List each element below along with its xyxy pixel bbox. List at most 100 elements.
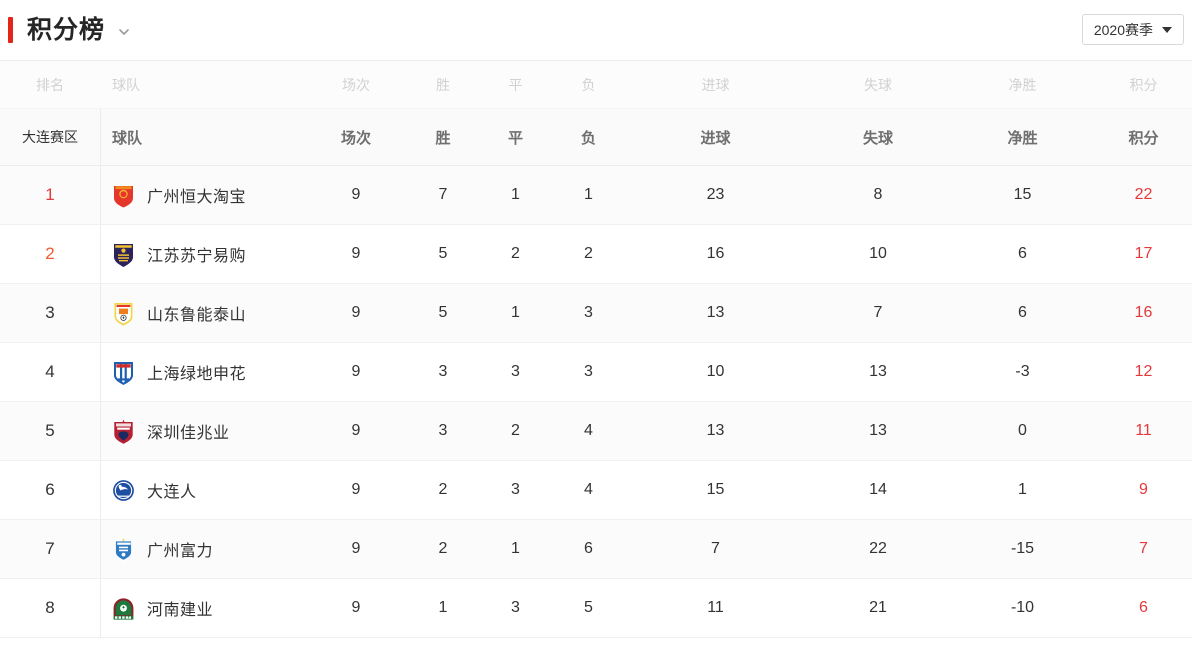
ghost-col-team: 球队 — [112, 76, 140, 93]
cell-goal-diff: 1 — [1018, 481, 1027, 498]
cell-played: 9 — [351, 245, 361, 262]
cell-team[interactable]: 上海绿地申花 — [100, 360, 305, 385]
rank-value: 7 — [45, 539, 55, 558]
col-points[interactable]: 积分 — [1128, 129, 1159, 147]
cell-goals-for: 13 — [706, 304, 725, 321]
points-value: 9 — [1139, 481, 1148, 498]
col-win[interactable]: 胜 — [435, 129, 451, 147]
title-group: 积分榜 — [0, 17, 131, 43]
ghost-col-rank: 排名 — [36, 76, 64, 93]
col-loss[interactable]: 负 — [580, 129, 596, 147]
cell-goals-for: 11 — [707, 599, 724, 616]
cell-draw: 2 — [511, 245, 520, 262]
cell-draw: 3 — [511, 363, 520, 380]
dalian-pro-crest — [112, 478, 135, 503]
ghost-col-goal-diff: 净胜 — [1008, 76, 1037, 93]
season-selector[interactable]: 2020赛季 — [1081, 14, 1184, 45]
col-division[interactable]: 大连赛区 — [22, 129, 78, 145]
col-goal-diff[interactable]: 净胜 — [1007, 129, 1038, 147]
cell-goals-against: 8 — [873, 186, 883, 203]
team-name: 深圳佳兆业 — [147, 425, 230, 442]
caret-down-icon — [1162, 26, 1172, 33]
cell-win: 5 — [438, 245, 448, 262]
cell-goals-for: 16 — [706, 245, 725, 262]
ghost-col-win: 胜 — [436, 76, 450, 93]
cell-played: 9 — [351, 481, 361, 498]
cell-win: 1 — [438, 599, 448, 616]
col-team[interactable]: 球队 — [112, 129, 143, 147]
jiangsu-suning-crest — [112, 242, 135, 267]
table-row[interactable]: 4 上海绿地申花 9 3 3 3 10 13 -3 12 — [0, 343, 1192, 402]
cell-loss: 2 — [584, 245, 593, 262]
points-value: 11 — [1135, 422, 1152, 439]
team-name: 大连人 — [147, 484, 197, 501]
cell-team[interactable]: 大连人 — [100, 478, 305, 503]
team-name: 广州恒大淘宝 — [147, 189, 247, 206]
table-row[interactable]: 8 河南建业 9 1 3 5 11 21 -10 6 — [0, 579, 1192, 638]
table-row[interactable]: 5 深圳佳兆业 9 3 2 4 13 13 0 11 — [0, 402, 1192, 461]
cell-draw: 3 — [511, 481, 520, 498]
cell-points: 16 — [1095, 304, 1192, 322]
cell-played: 9 — [351, 422, 361, 439]
ghost-col-draw: 平 — [508, 76, 523, 93]
cell-goals-against: 13 — [869, 363, 887, 380]
cell-rank: 5 — [0, 421, 100, 441]
cell-team[interactable]: 江苏苏宁易购 — [100, 242, 305, 267]
table-row[interactable]: 3 山东鲁能泰山 9 5 1 3 13 7 6 16 — [0, 284, 1192, 343]
col-draw[interactable]: 平 — [507, 129, 523, 147]
standings-table: 排名 球队 场次 胜 平 负 进球 失球 净胜 积分 大连赛区 球队 场次 胜 … — [0, 60, 1192, 638]
cell-played: 9 — [351, 540, 361, 557]
page-title: 积分榜 — [27, 15, 106, 44]
cell-goals-against: 22 — [869, 540, 887, 557]
page-header: 积分榜 2020赛季 — [0, 0, 1192, 60]
team-name: 河南建业 — [147, 602, 214, 619]
cell-goal-diff: -10 — [1010, 599, 1035, 616]
ghost-col-played: 场次 — [342, 76, 370, 93]
cell-points: 6 — [1095, 599, 1192, 617]
cell-played: 9 — [351, 186, 361, 203]
cell-goals-for: 10 — [706, 363, 725, 380]
cell-goals-against: 13 — [869, 422, 887, 439]
col-played[interactable]: 场次 — [340, 129, 371, 147]
cell-goals-for: 23 — [706, 186, 725, 203]
cell-win: 3 — [438, 363, 448, 380]
cell-rank: 7 — [0, 539, 100, 559]
points-value: 22 — [1134, 186, 1153, 203]
table-row[interactable]: 1 广州恒大淘宝 9 7 1 1 23 8 15 22 — [0, 166, 1192, 225]
cell-goal-diff: 6 — [1018, 245, 1027, 262]
ghost-col-points: 积分 — [1129, 76, 1158, 93]
table-row[interactable]: 6 大连人 9 2 3 4 15 14 1 9 — [0, 461, 1192, 520]
cell-win: 7 — [438, 186, 448, 203]
guangzhou-rf-crest — [112, 537, 135, 562]
col-goals-for[interactable]: 进球 — [700, 129, 731, 147]
accent-bar — [8, 17, 13, 43]
cell-goals-against: 7 — [873, 304, 883, 321]
rank-value: 6 — [45, 480, 55, 499]
henan-jianye-crest — [112, 596, 135, 621]
cell-loss: 1 — [584, 186, 593, 203]
ghost-col-goals-for: 进球 — [701, 76, 730, 93]
cell-draw: 1 — [511, 540, 520, 557]
cell-goals-against: 10 — [869, 245, 887, 262]
cell-points: 17 — [1095, 245, 1192, 263]
ghost-header-row: 排名 球队 场次 胜 平 负 进球 失球 净胜 积分 — [0, 61, 1192, 109]
ghost-col-loss: 负 — [581, 76, 596, 93]
chevron-down-icon[interactable] — [117, 25, 131, 39]
cell-team[interactable]: 广州富力 — [100, 537, 305, 562]
table-row[interactable]: 7 广州富力 9 2 1 6 7 22 -15 7 — [0, 520, 1192, 579]
team-name: 上海绿地申花 — [147, 366, 247, 383]
cell-team[interactable]: 山东鲁能泰山 — [100, 301, 305, 326]
table-row[interactable]: 2 江苏苏宁易购 9 5 2 2 16 10 6 17 — [0, 225, 1192, 284]
cell-rank: 4 — [0, 362, 100, 382]
points-value: 6 — [1139, 599, 1148, 616]
cell-draw: 1 — [511, 186, 520, 203]
col-goals-against[interactable]: 失球 — [862, 129, 893, 147]
cell-loss: 5 — [584, 599, 593, 616]
team-name: 广州富力 — [147, 543, 214, 560]
cell-team[interactable]: 广州恒大淘宝 — [100, 183, 305, 208]
cell-points: 22 — [1095, 186, 1192, 204]
cell-team[interactable]: 河南建业 — [100, 596, 305, 621]
season-selector-value: 2020赛季 — [1093, 21, 1153, 38]
cell-team[interactable]: 深圳佳兆业 — [100, 419, 305, 444]
cell-rank: 8 — [0, 598, 100, 618]
